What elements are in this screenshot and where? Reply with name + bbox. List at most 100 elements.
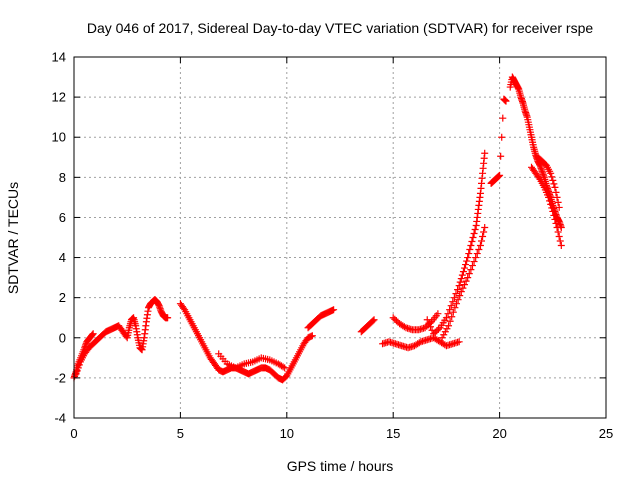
data-point [470, 229, 478, 237]
data-point [472, 254, 480, 262]
data-point [553, 223, 561, 231]
y-tick-label: 0 [59, 330, 66, 345]
data-point [122, 332, 130, 340]
data-point [441, 328, 449, 336]
grid [74, 57, 606, 418]
data-point [557, 242, 565, 250]
data-point [462, 261, 470, 269]
y-tick-label: 2 [59, 290, 66, 305]
data-point [498, 133, 506, 141]
data-point [554, 228, 562, 236]
data-point [330, 306, 338, 314]
data-point [496, 171, 504, 179]
data-point [480, 228, 488, 236]
data-point [551, 215, 559, 223]
data-point [434, 325, 442, 333]
data-point [448, 313, 456, 321]
data-point [454, 296, 462, 304]
y-tick-label: 10 [52, 130, 66, 145]
data-point [548, 173, 556, 181]
data-point [433, 327, 441, 335]
data-point [462, 277, 470, 285]
data-point [473, 250, 481, 258]
data-point [389, 314, 397, 322]
data-point [458, 271, 466, 279]
data-point [555, 203, 563, 211]
data-point [553, 193, 561, 201]
data-point [457, 275, 465, 283]
data-point [449, 298, 457, 306]
data-point [497, 152, 505, 160]
data-point [73, 367, 81, 375]
data-point [475, 246, 483, 254]
data-point [425, 319, 433, 327]
data-points [70, 73, 565, 384]
data-point [446, 306, 454, 314]
y-tick-label: 12 [52, 90, 66, 105]
data-point [481, 149, 489, 157]
axis-ticks: 0 5 10 15 20 25 -4 -2 0 2 4 6 8 10 12 14 [52, 50, 614, 442]
data-point [463, 257, 471, 265]
data-point [449, 308, 457, 316]
data-point [457, 288, 465, 296]
data-point [499, 114, 507, 122]
y-tick-label: 4 [59, 250, 66, 265]
data-point [502, 97, 510, 105]
data-point [451, 304, 459, 312]
data-point [460, 281, 468, 289]
data-point [440, 331, 448, 339]
data-point [460, 264, 468, 272]
data-point [421, 324, 429, 332]
data-point [446, 317, 454, 325]
data-point [400, 323, 408, 331]
data-point [89, 330, 97, 338]
data-point [370, 316, 378, 324]
x-tick-label: 5 [177, 426, 184, 441]
data-point [476, 242, 484, 250]
data-point [464, 254, 472, 262]
data-point [88, 331, 96, 339]
data-point [548, 204, 556, 212]
data-point [434, 310, 442, 318]
data-point [279, 363, 287, 371]
data-point [75, 361, 83, 369]
data-point [443, 325, 451, 333]
data-point [550, 180, 558, 188]
data-point [535, 174, 543, 182]
data-point [453, 300, 461, 308]
data-point [455, 282, 463, 290]
data-point [468, 262, 476, 270]
data-point [391, 315, 399, 323]
data-point [164, 314, 172, 322]
data-point [552, 219, 560, 227]
data-point [445, 322, 453, 330]
data-point [546, 197, 554, 205]
data-point [468, 238, 476, 246]
data-point [478, 237, 486, 245]
data-point [415, 339, 423, 347]
data-point [438, 334, 446, 342]
data-point [456, 292, 464, 300]
data-point [465, 270, 473, 278]
data-point [452, 290, 460, 298]
data-point [545, 193, 553, 201]
data-point [556, 237, 564, 245]
data-point [555, 232, 563, 240]
data-point [470, 258, 478, 266]
data-point [431, 328, 439, 336]
data-point [454, 286, 462, 294]
chart-title: Day 046 of 2017, Sidereal Day-to-day VTE… [87, 20, 593, 36]
data-point [450, 294, 458, 302]
y-tick-label: 6 [59, 210, 66, 225]
data-point [369, 317, 377, 325]
y-tick-label: 14 [52, 50, 66, 65]
x-tick-label: 20 [492, 426, 506, 441]
y-tick-label: 8 [59, 170, 66, 185]
data-point [459, 284, 467, 292]
x-tick-label: 25 [599, 426, 613, 441]
data-point [479, 232, 487, 240]
data-point [547, 200, 555, 208]
y-axis-label: SDTVAR / TECUs [5, 182, 21, 294]
data-point [549, 176, 557, 184]
